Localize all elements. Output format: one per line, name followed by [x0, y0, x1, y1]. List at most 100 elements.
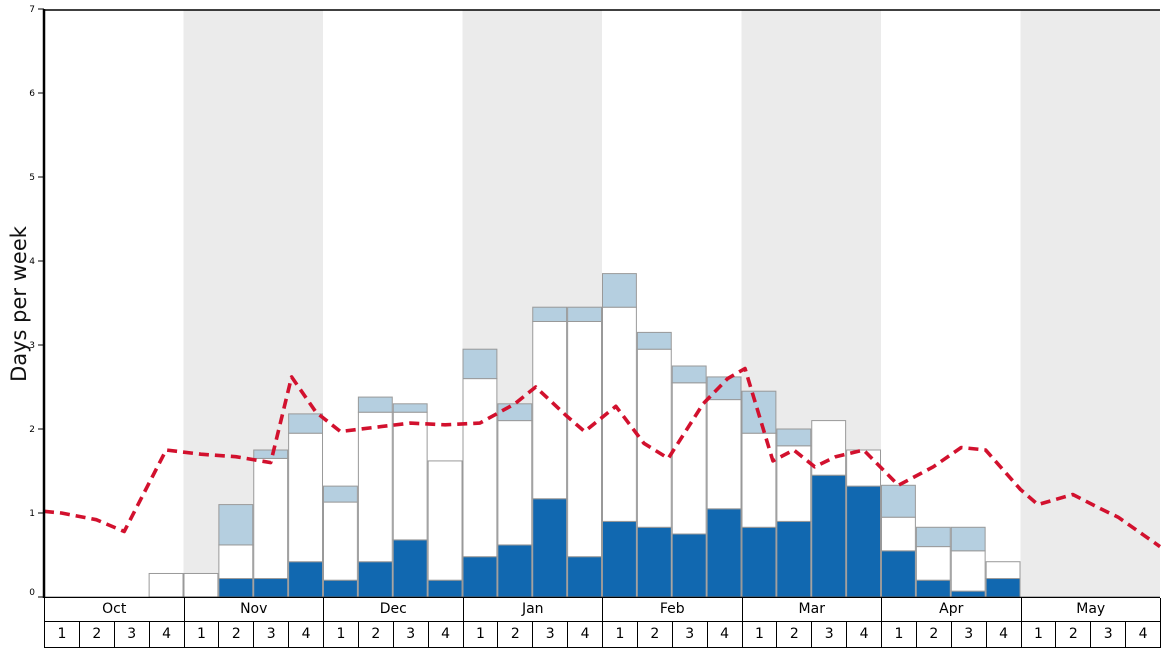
white-days-segment	[253, 457, 289, 580]
light-blue-days-segment	[602, 273, 637, 308]
week-label: 1	[464, 622, 499, 647]
bar-week-5	[183, 572, 219, 598]
dark-blue-days-segment	[323, 579, 358, 598]
dark-blue-days-segment	[846, 485, 882, 598]
week-label: 4	[1126, 622, 1161, 647]
white-days-segment	[288, 432, 324, 563]
month-band-may	[1020, 10, 1160, 598]
week-label: 1	[185, 622, 220, 647]
bar-week-24	[846, 449, 882, 598]
dark-blue-days-segment	[636, 526, 672, 598]
white-days-segment	[636, 348, 672, 528]
dark-blue-days-segment	[671, 533, 707, 598]
month-label-feb: Feb	[603, 598, 743, 621]
white-days-segment	[427, 460, 463, 581]
month-label-mar: Mar	[743, 598, 882, 621]
white-days-segment	[357, 411, 393, 563]
y-tick-label: 5	[29, 173, 35, 183]
bar-week-11	[392, 403, 428, 598]
dark-blue-days-segment	[741, 526, 777, 598]
week-label: 1	[1022, 622, 1057, 647]
dark-blue-days-segment	[218, 578, 254, 598]
dark-blue-days-segment	[602, 520, 637, 598]
white-days-segment	[497, 420, 533, 546]
bar-week-27	[950, 526, 986, 598]
white-days-segment	[741, 432, 777, 528]
y-tick-label: 0	[29, 588, 35, 598]
bar-week-17	[602, 273, 637, 598]
week-label: 3	[952, 622, 987, 647]
week-label: 4	[568, 622, 603, 647]
bar-week-13	[462, 348, 498, 598]
white-days-segment	[183, 572, 219, 598]
dark-blue-days-segment	[881, 550, 916, 598]
week-label: 4	[987, 622, 1022, 647]
plot-area: 0 1 2 3 4 5 6 7	[29, 5, 1162, 598]
week-label: 2	[498, 622, 534, 647]
light-blue-days-segment	[915, 526, 951, 548]
week-label: 2	[359, 622, 394, 647]
bar-week-15	[532, 306, 568, 598]
month-label-jan: Jan	[464, 598, 603, 621]
week-label: 4	[150, 622, 185, 647]
dark-blue-days-segment	[427, 579, 463, 598]
month-label-oct: Oct	[45, 598, 185, 621]
white-days-segment	[532, 320, 568, 500]
white-days-segment	[706, 399, 742, 510]
light-blue-days-segment	[776, 428, 812, 447]
white-days-segment	[323, 501, 358, 581]
week-label: 2	[219, 622, 255, 647]
light-blue-days-segment	[881, 484, 916, 518]
light-blue-days-segment	[706, 376, 742, 401]
dark-blue-days-segment	[567, 556, 603, 598]
bar-week-7	[253, 449, 289, 598]
dark-blue-days-segment	[811, 474, 847, 598]
white-days-segment	[462, 378, 498, 558]
light-blue-days-segment	[671, 365, 707, 384]
bar-week-19	[671, 365, 707, 598]
bars-layer	[148, 273, 1021, 598]
week-label: 3	[812, 622, 848, 647]
light-blue-days-segment	[532, 306, 568, 322]
dark-blue-days-segment	[776, 520, 812, 598]
y-axis-ticks: 0 1 2 3 4 5 6 7	[29, 5, 44, 598]
month-label-may: May	[1022, 598, 1161, 621]
light-blue-days-segment	[567, 306, 603, 322]
week-label: 1	[324, 622, 359, 647]
week-label: 4	[289, 622, 324, 647]
dark-blue-days-segment	[915, 579, 951, 598]
dark-blue-days-segment	[985, 578, 1021, 598]
month-bands	[183, 10, 1160, 598]
week-label: 3	[254, 622, 290, 647]
average-days-trend	[43, 366, 1162, 549]
white-days-segment	[881, 516, 916, 552]
y-tick-label: 4	[29, 257, 35, 267]
y-tick-label: 2	[29, 425, 35, 435]
week-label: 2	[638, 622, 673, 647]
dark-blue-days-segment	[706, 508, 742, 598]
light-blue-days-segment	[288, 413, 324, 434]
dark-blue-days-segment	[288, 561, 324, 598]
bar-week-8	[288, 413, 324, 598]
month-label-apr: Apr	[882, 598, 1022, 621]
week-label: 3	[394, 622, 429, 647]
light-blue-days-segment	[357, 396, 393, 413]
bar-week-16	[567, 306, 603, 598]
dark-blue-days-segment	[462, 556, 498, 598]
bar-week-12	[427, 460, 463, 598]
y-tick-label: 7	[29, 5, 35, 15]
dark-blue-days-segment	[532, 498, 568, 598]
week-label: 2	[1056, 622, 1092, 647]
white-days-segment	[985, 561, 1021, 580]
bar-week-21	[741, 390, 777, 598]
axes	[42, 9, 1160, 598]
bar-week-25	[881, 484, 916, 598]
month-label-dec: Dec	[324, 598, 464, 621]
light-blue-days-segment	[253, 449, 289, 459]
bar-week-20	[706, 376, 742, 598]
week-label: 2	[80, 622, 115, 647]
light-blue-days-segment	[218, 504, 254, 546]
bar-week-14	[497, 403, 533, 598]
week-label: 1	[45, 622, 80, 647]
